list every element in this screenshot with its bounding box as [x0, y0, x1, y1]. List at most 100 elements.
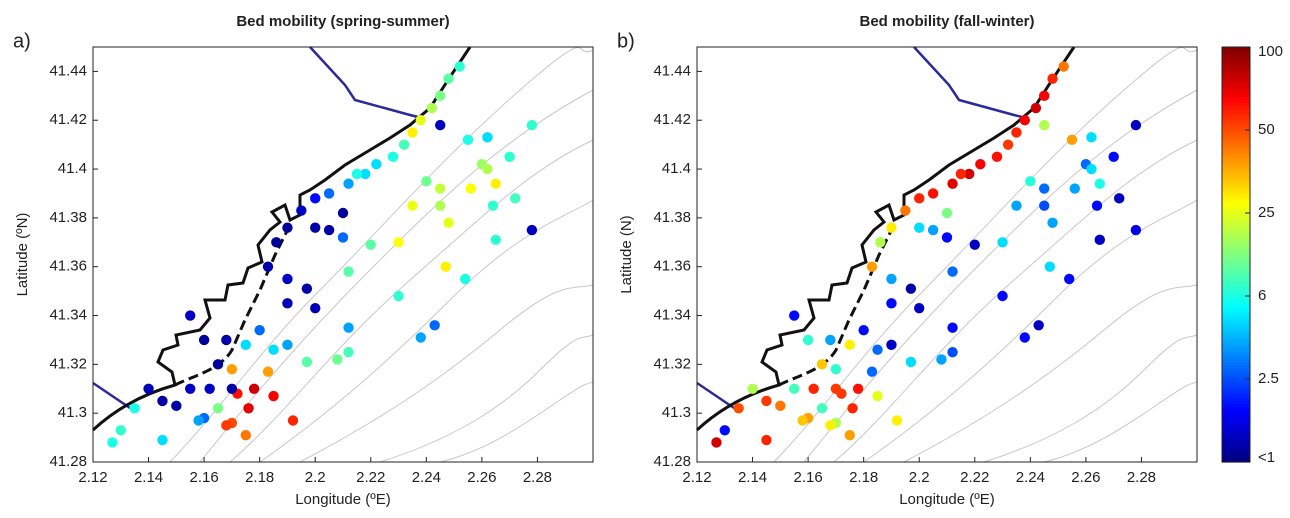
data-point [775, 400, 786, 412]
colorbar-swatch [1222, 64, 1250, 69]
colorbar-swatch [1222, 261, 1250, 266]
data-point [129, 403, 140, 414]
data-point [1108, 151, 1119, 163]
colorbar-swatch [1222, 102, 1250, 107]
colorbar-swatch [1222, 385, 1250, 390]
x-tick-label: 2.26 [467, 469, 496, 486]
data-point [808, 383, 819, 394]
data-point [226, 364, 238, 375]
colorbar-frame [1221, 46, 1251, 463]
data-point [240, 339, 251, 351]
colorbar-swatch [1222, 247, 1250, 252]
data-point [510, 193, 521, 204]
colorbar-swatch [1222, 365, 1250, 370]
data-point [1130, 224, 1142, 236]
colorbar-swatch [1222, 74, 1250, 79]
map-background [91, 45, 595, 464]
colorbar-swatch [1222, 112, 1250, 117]
colorbar-swatch [1222, 150, 1250, 155]
colorbar-swatch [1222, 216, 1250, 221]
colorbar-tick-label: 2.5 [1258, 370, 1279, 387]
data-point [1039, 200, 1050, 211]
data-point [365, 239, 376, 250]
data-point [927, 188, 939, 199]
data-point [526, 224, 538, 236]
colorbar-swatch [1222, 392, 1250, 397]
x-tick-label: 2.18 [245, 469, 274, 486]
data-point [282, 273, 293, 285]
data-point [435, 200, 446, 211]
data-point [407, 127, 418, 138]
data-point [443, 217, 454, 228]
colorbar-swatch [1222, 417, 1250, 422]
colorbar-swatch [1222, 157, 1250, 162]
data-point [844, 429, 855, 441]
colorbar-swatch [1222, 382, 1250, 387]
data-point [157, 434, 168, 446]
x-tick-label: 2.18 [849, 469, 878, 486]
y-tick-label: 41.32 [49, 355, 87, 372]
colorbar-swatch [1222, 437, 1250, 442]
colorbar-swatch [1222, 130, 1250, 135]
data-point [844, 339, 855, 351]
data-point [143, 383, 154, 394]
data-point [268, 390, 279, 402]
data-point [1039, 183, 1050, 194]
colorbar-swatch [1222, 119, 1250, 124]
data-point [847, 403, 858, 414]
colorbar-tick-label: 100 [1258, 43, 1283, 60]
y-axis-label: Latitude (N) [618, 215, 635, 293]
colorbar-swatch [1222, 140, 1250, 145]
colorbar-swatch [1222, 195, 1250, 200]
colorbar-swatch [1222, 226, 1250, 231]
data-point [107, 437, 118, 448]
data-point [1064, 273, 1075, 285]
x-tick-label: 2.24 [412, 469, 441, 486]
y-tick-label: 41.38 [49, 209, 87, 226]
colorbar-swatch [1222, 306, 1250, 311]
colorbar-swatch [1222, 268, 1250, 273]
data-point [914, 303, 925, 314]
data-point [1019, 332, 1030, 343]
colorbar-swatch [1222, 88, 1250, 93]
colorbar-swatch [1222, 174, 1250, 180]
colorbar-swatch [1222, 330, 1250, 335]
colorbar-swatch [1222, 406, 1250, 411]
data-point [997, 237, 1008, 248]
data-point [947, 178, 958, 189]
data-point [337, 207, 349, 219]
data-point [936, 354, 947, 365]
data-point [526, 119, 538, 131]
colorbar-swatch [1222, 164, 1250, 169]
colorbar-swatch [1222, 264, 1250, 269]
colorbar-swatch [1222, 257, 1250, 263]
data-point [802, 334, 814, 346]
data-point [1058, 61, 1069, 72]
colorbar-swatch [1222, 309, 1250, 314]
colorbar-swatch [1222, 53, 1250, 58]
data-point [310, 303, 321, 314]
data-point [1094, 178, 1105, 189]
colorbar-swatch [1222, 351, 1250, 356]
colorbar-swatch [1222, 178, 1250, 183]
x-tick-label: 2.2 [909, 469, 930, 486]
colorbar-swatch [1222, 116, 1250, 121]
y-axis-label: Latitude (ºN) [14, 213, 31, 297]
data-point [487, 200, 499, 211]
x-axis-label: Longitude (ºE) [899, 491, 995, 508]
data-point [866, 261, 878, 272]
x-tick-label: 2.16 [190, 469, 219, 486]
data-point [1033, 320, 1044, 331]
colorbar-swatch [1222, 285, 1250, 290]
chart-title: Bed mobility (fall-winter) [859, 13, 1034, 30]
colorbar-swatch [1222, 323, 1250, 328]
data-point [393, 237, 404, 248]
panel-label: a) [13, 30, 31, 52]
colorbar-swatch [1222, 209, 1250, 214]
colorbar-swatch [1222, 98, 1250, 103]
data-point [761, 434, 772, 446]
data-point [271, 237, 282, 248]
colorbar-swatch [1222, 161, 1250, 166]
data-point [393, 290, 404, 302]
data-point [947, 322, 958, 333]
